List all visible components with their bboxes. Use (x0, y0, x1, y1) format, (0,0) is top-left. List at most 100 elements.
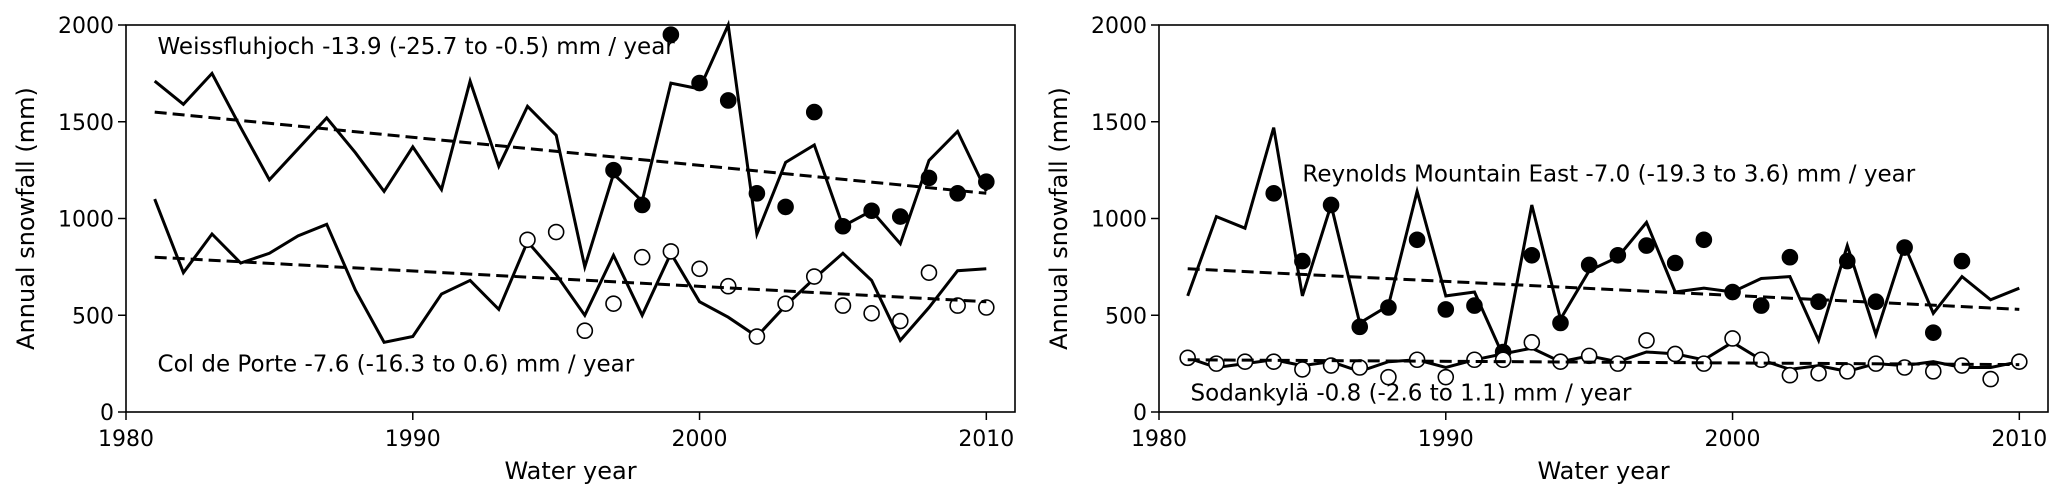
reynolds-mountain-east-observed-point (1838, 252, 1856, 270)
sodankyl-observed-point (1208, 355, 1225, 372)
reynolds-mountain-east-observed-point (1580, 256, 1598, 274)
chart-panel-1: 1980 1990 2000 2010 0 500 1000 1500 2000 Water ye… (12, 14, 1016, 485)
y-tick-label: 500 (1105, 304, 1147, 329)
col-de-porte-observed-point (777, 295, 794, 312)
weissfluhjoch-observed-point (920, 169, 938, 187)
col-de-porte-line (153, 198, 987, 344)
x-tick-label: 2010 (1991, 427, 2047, 452)
reynolds-mountain-east-observed-point (1695, 231, 1713, 249)
reynolds-mountain-east-observed-point (1810, 293, 1827, 311)
weissfluhjoch-observed-point (662, 26, 680, 43)
reynolds-mountain-east-observed-point (1781, 248, 1799, 266)
y-tick-label: 0 (100, 401, 114, 426)
sodankyl-observed-point (1781, 366, 1799, 384)
reynolds-mountain-east-observed-point (1666, 254, 1684, 272)
y-tick-label: 2000 (1091, 14, 1147, 39)
col-de-porte-observed-point (805, 268, 823, 285)
sodankyl-observed-point (1666, 345, 1684, 363)
col-de-porte-observed-point (605, 295, 622, 312)
x-tick-label: 2000 (1705, 427, 1761, 452)
col-de-porte-observed-point (576, 322, 594, 340)
weissfluhjoch-observed-point (777, 198, 794, 216)
sodankyl-observed-point (1437, 368, 1455, 386)
x-tick-label: 1980 (1131, 427, 1187, 452)
x-tick-label: 1990 (385, 427, 441, 452)
trend-annotation: Col de Porte -7.6 (-16.3 to 0.6) mm / ye… (158, 351, 635, 377)
weissfluhjoch-observed-point (691, 74, 708, 92)
x-tick-label: 2010 (958, 427, 1014, 452)
reynolds-mountain-east-observed-point (1523, 246, 1541, 264)
weissfluhjoch-line (153, 19, 988, 273)
y-tick-label: 1000 (58, 208, 114, 233)
col-de-porte-observed-point (547, 223, 565, 241)
col-de-porte-observed-point (978, 299, 995, 316)
sodankyl-observed-point (1724, 330, 1741, 347)
col-de-porte-observed-point (949, 297, 966, 314)
weissfluhjoch-observed-point (891, 208, 909, 225)
sodankyl-trend-line (1187, 358, 2020, 367)
reynolds-mountain-east-observed-point (1466, 297, 1483, 314)
y-tick-label: 1500 (58, 111, 114, 136)
reynolds-mountain-east-observed-point (1437, 301, 1455, 318)
y-axis-label: Annual snowfall (mm) (12, 87, 40, 350)
sodankyl-observed-point (1294, 361, 1311, 378)
col-de-porte-trend-line (154, 255, 987, 304)
reynolds-mountain-east-observed-point (1380, 299, 1397, 316)
x-tick-label: 1990 (1418, 427, 1474, 452)
weissfluhjoch-observed-point (633, 196, 651, 214)
y-tick-label: 0 (1133, 401, 1147, 426)
chart-panel-2: 1980 1990 2000 2010 0 500 1000 1500 2000 Water ye… (1045, 14, 2049, 485)
col-de-porte-observed-point (633, 248, 651, 266)
y-tick-label: 500 (72, 304, 114, 329)
plot-frame (1158, 24, 2049, 413)
y-tick-label: 1500 (1091, 111, 1147, 136)
weissfluhjoch-observed-point (834, 217, 852, 235)
reynolds-mountain-east-observed-point (1752, 297, 1770, 314)
reynolds-mountain-east-line (1186, 127, 2020, 361)
sodankyl-observed-point (2011, 353, 2028, 370)
col-de-porte-observed-point (691, 260, 708, 278)
sodankyl-observed-point (1638, 332, 1655, 349)
reynolds-mountain-east-observed-point (1351, 318, 1369, 336)
sodankyl-observed-point (1494, 351, 1512, 369)
weissfluhjoch-observed-point (719, 92, 737, 109)
x-tick-label: 2000 (672, 427, 728, 452)
x-axis-label: Water year (504, 457, 636, 485)
reynolds-mountain-east-observed-point (1265, 185, 1283, 202)
weissfluhjoch-observed-point (805, 103, 823, 121)
col-de-porte-observed-point (519, 231, 536, 249)
col-de-porte-observed-point (662, 243, 680, 260)
weissfluhjoch-observed-point (949, 185, 966, 202)
reynolds-mountain-east-observed-point (1953, 252, 1971, 270)
reynolds-mountain-east-observed-point (1408, 231, 1426, 249)
reynolds-mountain-east-observed-point (1724, 283, 1741, 301)
col-de-porte-observed-point (891, 312, 909, 330)
reynolds-mountain-east-observed-point (1638, 237, 1655, 254)
sodankyl-observed-point (1523, 334, 1541, 351)
reynolds-mountain-east-observed-point (1552, 314, 1569, 332)
trend-annotation: Sodankylä -0.8 (-2.6 to 1.1) mm / year (1191, 380, 1632, 406)
sodankyl-observed-point (1179, 349, 1196, 367)
y-axis-label: Annual snowfall (mm) (1045, 87, 1073, 350)
sodankyl-observed-point (1838, 363, 1856, 380)
sodankyl-observed-point (1982, 370, 1999, 388)
col-de-porte-observed-point (863, 305, 880, 322)
reynolds-mountain-east-observed-point (1609, 246, 1627, 264)
sodankyl-observed-point (1466, 351, 1483, 369)
sodankyl-observed-point (1810, 364, 1827, 382)
weissfluhjoch-observed-point (605, 161, 622, 179)
sodankyl-observed-point (1896, 359, 1913, 376)
col-de-porte-observed-point (748, 328, 766, 345)
trend-annotation: Reynolds Mountain East -7.0 (-19.3 to 3.… (1302, 162, 1915, 188)
weissfluhjoch-observed-point (748, 185, 766, 202)
sodankyl-observed-point (1380, 368, 1397, 386)
weissfluhjoch-observed-point (863, 202, 880, 220)
reynolds-mountain-east-observed-point (1896, 239, 1913, 256)
sodankyl-observed-point (1236, 353, 1254, 370)
weissfluhjoch-observed-point (978, 173, 995, 191)
reynolds-mountain-east-observed-point (1322, 196, 1340, 214)
col-de-porte-observed-point (834, 297, 852, 314)
y-tick-label: 2000 (58, 14, 114, 39)
weissfluhjoch-trend-line (154, 110, 987, 195)
